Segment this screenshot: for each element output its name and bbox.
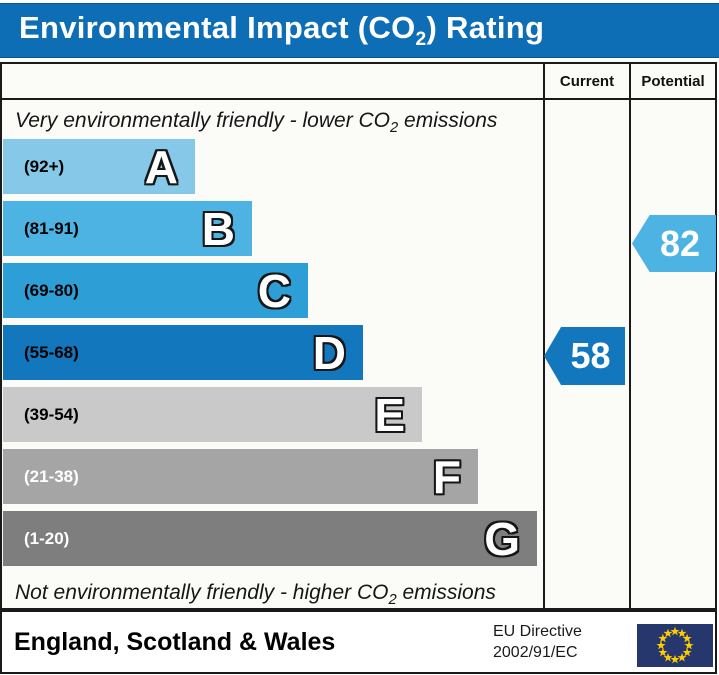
band-range-label: (92+): [24, 156, 65, 176]
potential-rating-value: 82: [659, 222, 701, 264]
band-letter: B: [201, 202, 235, 255]
page-title: Environmental Impact (CO2) Rating: [19, 9, 545, 51]
band-letter: F: [432, 450, 461, 503]
region-label: England, Scotland & Wales: [14, 627, 336, 656]
band-range-label: (1-20): [24, 528, 70, 548]
band-bar: (81-91) B: [3, 201, 252, 256]
band-bar: (69-80) C: [3, 263, 308, 318]
band-range-label: (21-38): [24, 466, 79, 486]
current-column-header: Current: [559, 72, 615, 90]
band-letter: C: [257, 264, 291, 317]
potential-column-header: Potential: [641, 72, 705, 90]
band-range-label: (55-68): [24, 342, 79, 362]
band-bar: (39-54) E: [3, 387, 422, 442]
eu-flag-icon: [637, 624, 713, 667]
band-letter: D: [312, 326, 346, 379]
current-rating-value: 58: [570, 335, 611, 376]
bands-column: Very environmentally friendly - lower CO…: [2, 100, 543, 608]
footer-bar: England, Scotland & Wales EU Directive 2…: [0, 610, 717, 674]
band-range-label: (39-54): [24, 404, 79, 424]
eu-directive-label: EU Directive 2002/91/EC: [493, 623, 582, 661]
current-rating-arrow: 58: [544, 327, 625, 385]
band-bar: (21-38) F: [3, 449, 478, 504]
band-letter: A: [144, 140, 178, 193]
eu-flag-stars: [656, 626, 694, 664]
column-divider: [629, 64, 631, 608]
title-bar: Environmental Impact (CO2) Rating: [0, 3, 719, 58]
column-divider: [543, 64, 545, 608]
band-range-label: (81-91): [24, 218, 79, 238]
band-letter: G: [484, 512, 520, 565]
band-bar: (55-68) D: [3, 325, 363, 380]
band-bar: (92+) A: [3, 139, 195, 194]
potential-rating-arrow: 82: [632, 215, 716, 272]
band-range-label: (69-80): [24, 280, 79, 300]
bands-container: (92+) A (81-91) B (69-80) C (55-68) D (3…: [2, 139, 543, 566]
band-letter: E: [374, 388, 405, 441]
bottom-scale-note: Not environmentally friendly - higher CO…: [15, 581, 496, 609]
band-bar: (1-20) G: [3, 511, 537, 566]
table-header-row: Current Potential: [2, 64, 715, 100]
top-scale-note: Very environmentally friendly - lower CO…: [15, 109, 498, 137]
